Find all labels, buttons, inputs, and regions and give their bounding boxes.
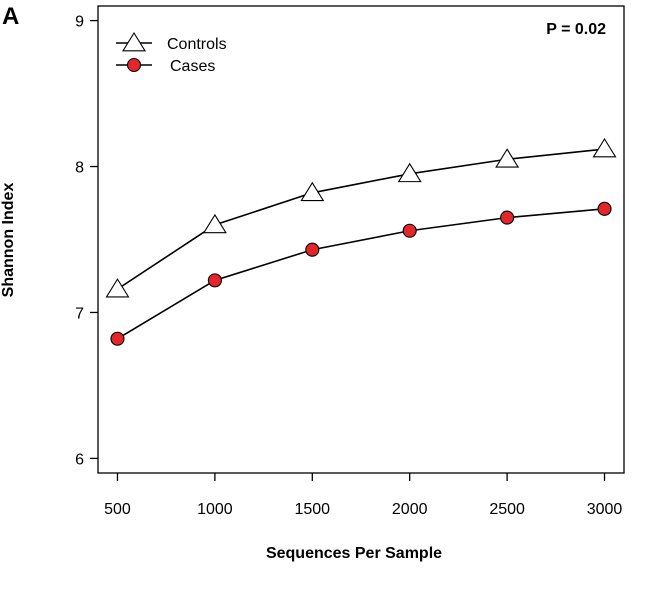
legend-label: Controls <box>167 36 227 53</box>
series-line-cases <box>117 208 605 340</box>
y-tick-label: 7 <box>75 305 84 322</box>
series-layer <box>105 137 617 346</box>
x-axis: 500 1000 1500 2000 2500 3000 <box>104 473 622 518</box>
legend-label: Cases <box>170 58 215 75</box>
cases-point <box>597 201 612 216</box>
legend: Controls Cases <box>116 31 227 75</box>
x-tick-label: 2000 <box>392 501 428 518</box>
x-tick-label: 3000 <box>587 501 623 518</box>
panel-label: A <box>2 3 19 30</box>
controls-point <box>397 162 422 183</box>
cases-point <box>500 210 515 225</box>
y-axis: 6 7 8 9 <box>75 14 98 468</box>
controls-point <box>300 181 325 202</box>
controls-point <box>592 137 617 158</box>
cases-point <box>207 273 222 288</box>
cases-point <box>110 331 125 346</box>
x-tick-label: 1000 <box>197 501 233 518</box>
x-tick-label: 500 <box>104 501 131 518</box>
y-tick-label: 6 <box>75 451 84 468</box>
y-tick-label: 8 <box>75 160 84 177</box>
controls-point <box>495 148 520 168</box>
cases-point <box>305 242 320 257</box>
cases-point <box>402 223 417 238</box>
x-axis-title: Sequences Per Sample <box>266 545 442 562</box>
p-value-annotation: P = 0.02 <box>546 21 606 38</box>
series-line-controls <box>117 148 605 290</box>
x-tick-label: 2500 <box>489 501 525 518</box>
controls-point <box>105 278 130 298</box>
controls-point <box>202 213 227 234</box>
legend-triangle-marker <box>122 31 146 52</box>
x-tick-label: 1500 <box>294 501 330 518</box>
y-axis-title: Shannon Index <box>0 183 17 298</box>
y-tick-label: 9 <box>75 14 84 31</box>
legend-circle-marker <box>126 57 142 73</box>
plot-frame <box>97 5 625 474</box>
